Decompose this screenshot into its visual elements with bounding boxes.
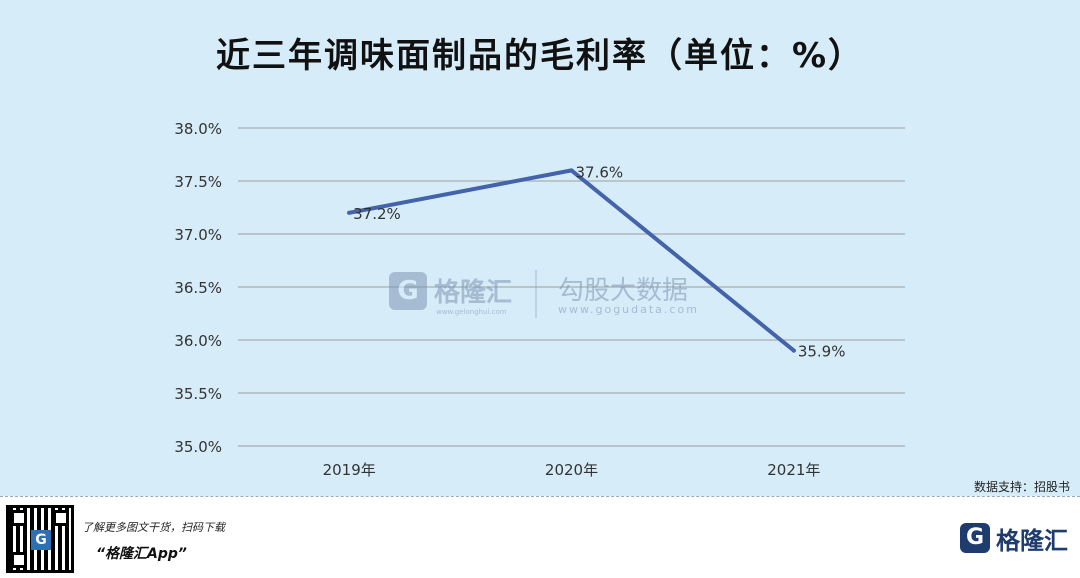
footer-app-name: “格隆汇App”	[96, 546, 187, 562]
data-point	[347, 210, 352, 215]
data-source: 数据支持：招股书	[973, 480, 1070, 494]
x-tick-label: 2021年	[767, 461, 820, 479]
qr-corner	[11, 510, 27, 526]
y-tick-label: 35.5%	[174, 385, 222, 403]
qr-code[interactable]: G	[6, 505, 74, 573]
x-tick-label: 2019年	[323, 461, 376, 479]
footer-divider	[0, 496, 1080, 498]
series-line	[347, 168, 796, 353]
data-point	[569, 168, 574, 173]
grid-lines	[238, 127, 905, 447]
watermark: G 格隆汇 www.gelonghui.com 勾股大数据 www.goguda…	[389, 270, 699, 318]
series-group: 37.2% 37.6% 35.9%	[347, 163, 846, 361]
y-tick-label: 36.5%	[174, 279, 222, 297]
footer-note: 了解更多图文干货，扫码下载	[82, 521, 225, 534]
y-tick-labels: 35.0% 35.5% 36.0% 36.5% 37.0% 37.5% 38.0%	[174, 120, 222, 456]
watermark-logo-icon	[389, 272, 427, 310]
line-chart: 35.0% 35.5% 36.0% 36.5% 37.0% 37.5% 38.0% 2019…	[174, 120, 905, 479]
chart-title: 近三年调味面制品的毛利率（单位：%）	[215, 36, 865, 76]
watermark-data: 勾股大数据	[558, 276, 688, 306]
qr-corner	[11, 552, 27, 568]
svg-text:G: G	[397, 276, 418, 306]
footer: G 了解更多图文干货，扫码下载 “格隆汇App” G 格隆汇	[0, 497, 1080, 578]
y-tick-label: 36.0%	[174, 332, 222, 350]
data-label: 37.2%	[353, 205, 401, 223]
brand-mark-icon: G	[960, 523, 990, 553]
y-tick-label: 37.5%	[174, 173, 222, 191]
watermark-brand: 格隆汇	[434, 277, 512, 308]
y-tick-label: 37.0%	[174, 226, 222, 244]
brand-logo[interactable]: G 格隆汇	[960, 522, 1068, 555]
x-tick-label: 2020年	[545, 461, 598, 479]
x-tick-labels: 2019年 2020年 2021年	[323, 461, 821, 479]
data-label: 35.9%	[798, 343, 846, 361]
y-tick-label: 35.0%	[174, 438, 222, 456]
chart-panel: 近三年调味面制品的毛利率（单位：%） 35.0% 35.5% 36.0% 36.5% 3…	[0, 0, 1080, 496]
y-tick-label: 38.0%	[174, 120, 222, 138]
watermark-brand-url: www.gelonghui.com	[436, 308, 507, 316]
data-point	[791, 348, 796, 353]
qr-corner	[53, 510, 69, 526]
watermark-data-url: www.gogudata.com	[558, 303, 699, 316]
data-label: 37.6%	[576, 163, 624, 181]
qr-logo-icon: G	[31, 530, 51, 550]
brand-name: 格隆汇	[996, 526, 1068, 555]
